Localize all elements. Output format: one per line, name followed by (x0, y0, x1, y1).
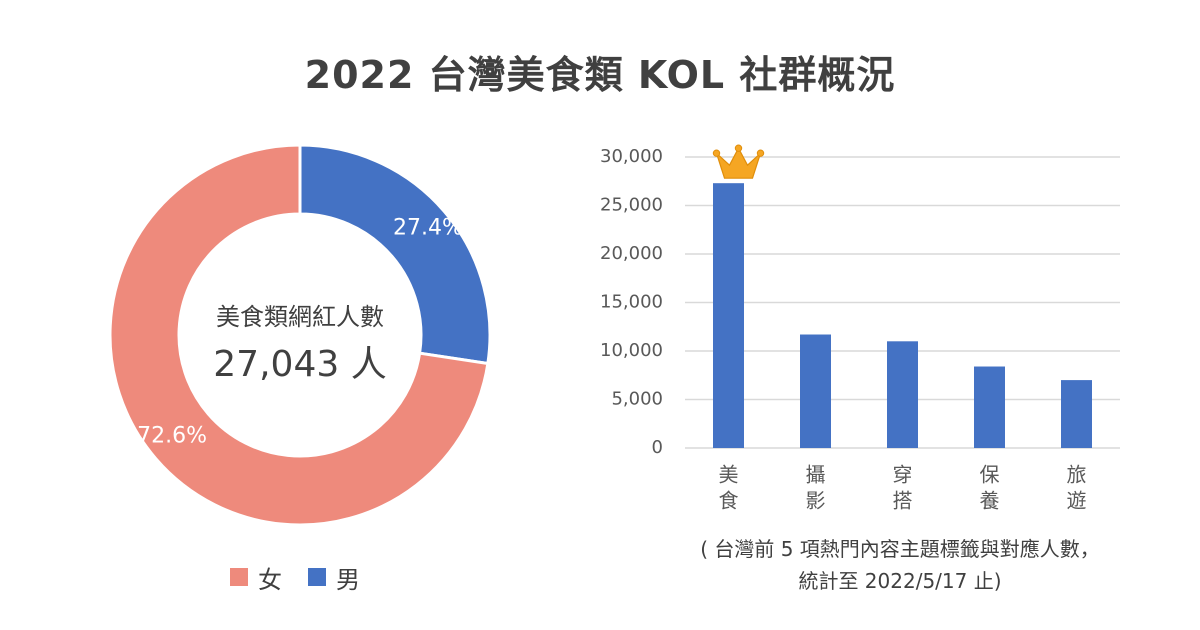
legend-swatch-male (308, 568, 326, 586)
x-tick-label: 旅 (1067, 463, 1087, 487)
crown-icon-jewel (756, 149, 765, 157)
crown-icon-jewel (734, 144, 743, 152)
donut-center-label: 美食類網紅人數 (216, 303, 384, 331)
x-tick-label: 食 (719, 489, 739, 513)
donut-chart: 27.4% 72.6% 美食類網紅人數 27,043 人 (100, 135, 500, 535)
x-tick-label: 影 (806, 489, 826, 513)
bar-穿搭 (887, 341, 918, 448)
chart-note: ( 台灣前 5 項熱門內容主題標籤與對應人數， 統計至 2022/5/17 止) (600, 533, 1200, 597)
legend-swatch-female (230, 568, 248, 586)
donut-legend: 女 男 (230, 560, 386, 595)
donut-data-label-male: 27.4% (393, 216, 463, 241)
x-tick-label: 養 (980, 489, 1000, 513)
page-title: 2022 台灣美食類 KOL 社群概況 (304, 53, 896, 97)
chart-note-line-2: 統計至 2022/5/17 止) (798, 569, 1002, 593)
chart-note-line-1: ( 台灣前 5 項熱門內容主題標籤與對應人數， (700, 537, 1100, 561)
y-tick-label: 15,000 (600, 292, 663, 313)
x-tick-label: 攝 (806, 463, 826, 487)
donut-slice-female (108, 143, 490, 527)
y-tick-label: 10,000 (600, 340, 663, 361)
y-tick-label: 30,000 (600, 146, 663, 167)
y-tick-label: 20,000 (600, 243, 663, 264)
bar-chart: 0 5,000 10,000 15,000 20,000 25,000 30,000 美食 攝影… (600, 144, 1120, 513)
donut-svg: 27.4% 72.6% (108, 143, 492, 527)
donut-slice-male (298, 143, 492, 366)
bar-保養 (974, 366, 1005, 448)
crown-icon (715, 146, 762, 179)
bar-攝影 (800, 334, 831, 448)
y-tick-label: 25,000 (600, 195, 663, 216)
x-tick-label: 遊 (1067, 489, 1087, 513)
legend-label-male: 男 (336, 565, 360, 594)
y-tick-label: 5,000 (611, 389, 663, 410)
x-tick-label: 美 (719, 463, 739, 487)
x-tick-label: 保 (980, 463, 1000, 487)
legend-item-male: 男 (308, 560, 360, 595)
y-tick-label: 0 (652, 437, 663, 458)
legend-item-female: 女 (230, 560, 282, 595)
x-tick-label: 搭 (893, 489, 913, 513)
donut-data-label-female: 72.6% (137, 423, 207, 448)
bar-旅遊 (1061, 380, 1092, 448)
bar-美食 (713, 183, 744, 448)
x-tick-label: 穿 (893, 463, 913, 487)
legend-label-female: 女 (258, 565, 282, 594)
crown-icon-jewel (712, 149, 721, 157)
donut-center-value: 27,043 人 (213, 344, 387, 385)
